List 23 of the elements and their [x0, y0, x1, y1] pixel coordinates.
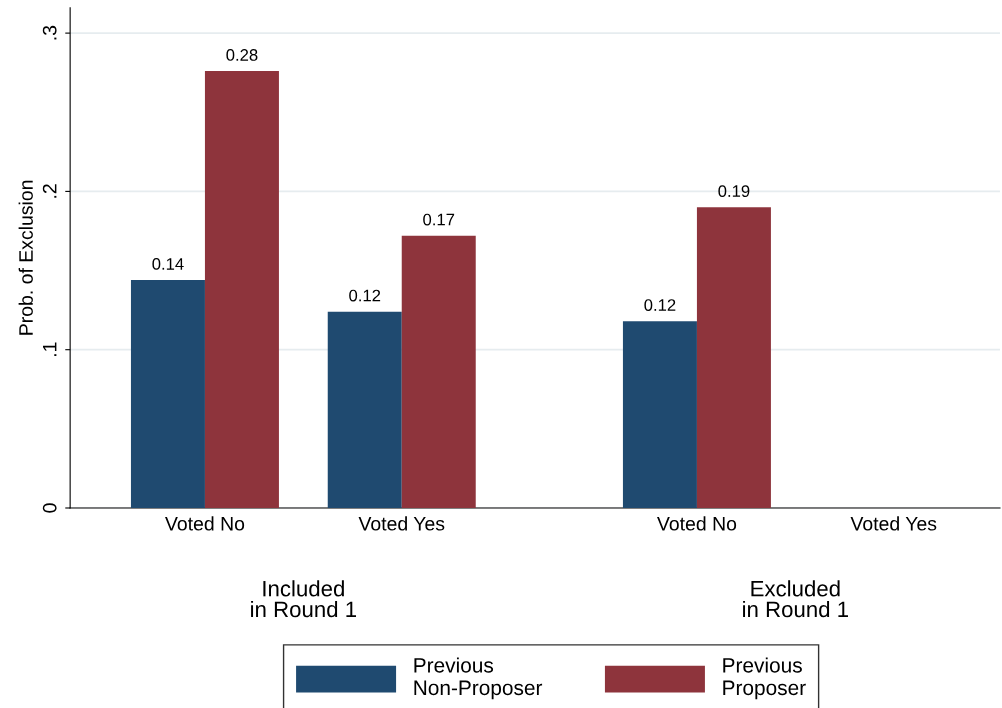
- y-axis-title: Prob. of Exclusion: [18, 180, 33, 335]
- data-label: 0.12: [349, 289, 381, 302]
- bar: [622, 321, 697, 508]
- x-tick-label: Voted Yes: [358, 516, 445, 531]
- data-label: 0.14: [152, 258, 184, 270]
- bar: [696, 207, 771, 508]
- x-tick-label: Voted No: [165, 516, 245, 531]
- x-tick-label: Voted No: [657, 516, 737, 531]
- y-tick-label: .2: [42, 184, 57, 198]
- data-label: 0.28: [226, 49, 258, 61]
- y-tick-label: .1: [43, 342, 57, 357]
- bar: [130, 280, 205, 508]
- y-tick-label: 0: [42, 503, 57, 513]
- y-tick-label: .3: [42, 25, 57, 40]
- text: Included in Round 1: [251, 580, 356, 618]
- data-label: 0.19: [718, 185, 750, 197]
- text: Excluded in Round 1: [743, 580, 848, 618]
- x-tick-label: Voted Yes: [850, 516, 937, 531]
- data-label: 0.17: [423, 213, 455, 226]
- data-label: 0.12: [644, 299, 676, 311]
- legend-label: Previous Proposer: [723, 657, 806, 700]
- legend-label: Previous Non-Proposer: [414, 657, 543, 700]
- bar: [204, 71, 279, 508]
